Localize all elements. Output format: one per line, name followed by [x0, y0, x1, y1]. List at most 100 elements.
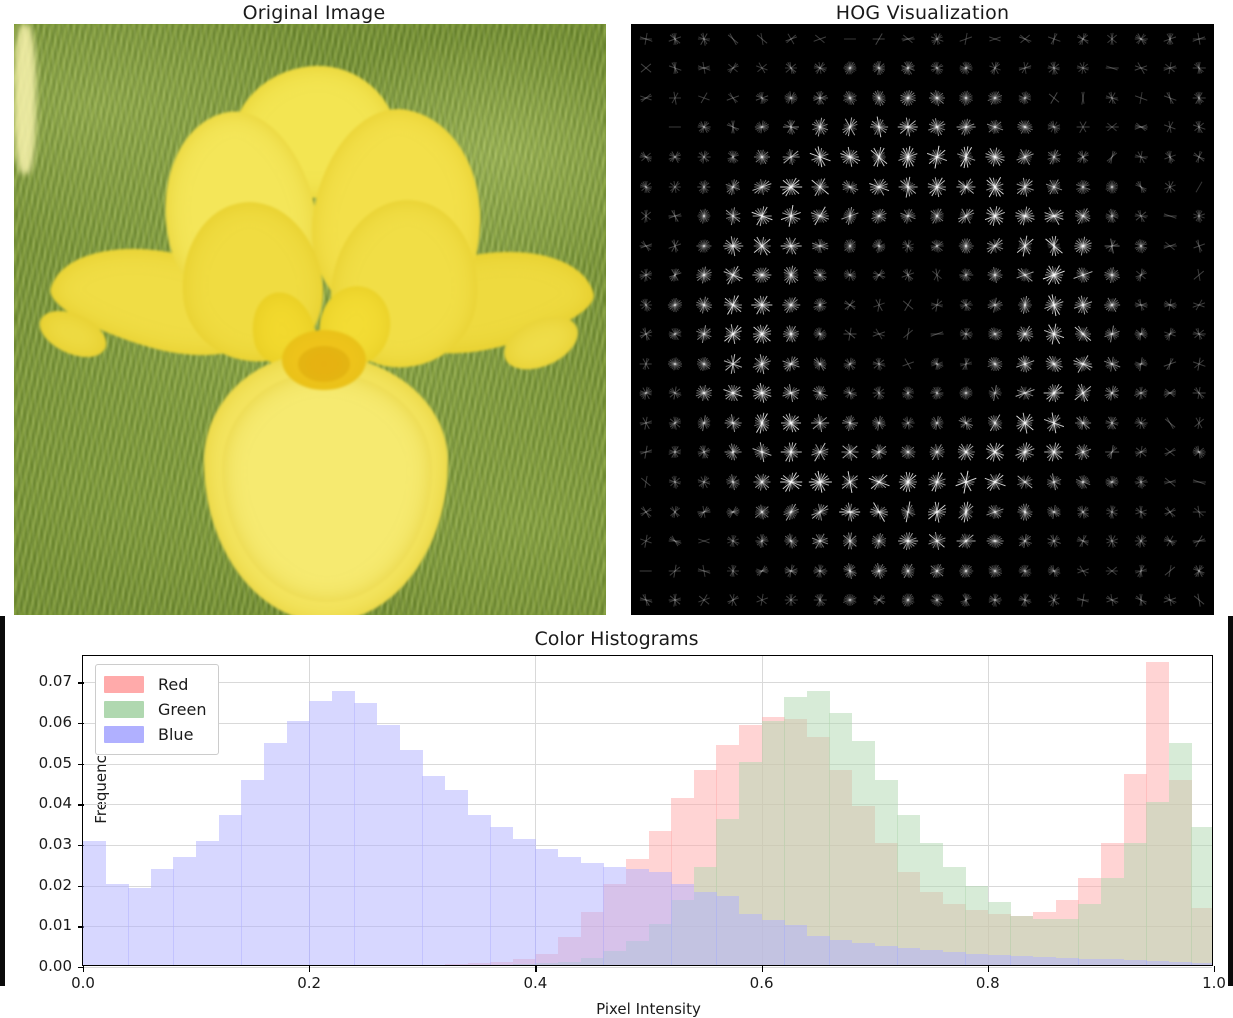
histogram-bar — [1169, 962, 1192, 965]
hog-cell — [981, 556, 1010, 586]
hog-cell — [1097, 290, 1126, 320]
hog-cell — [1010, 201, 1039, 231]
histogram-bar — [173, 857, 196, 965]
hog-cell — [952, 556, 981, 586]
hog-cell — [923, 260, 952, 290]
histogram-bar — [354, 703, 377, 965]
hog-cell — [1097, 526, 1126, 556]
hog-cell — [923, 556, 952, 586]
legend-label-blue: Blue — [158, 725, 193, 744]
original-image-panel — [14, 24, 606, 615]
hog-cell — [1156, 379, 1185, 409]
hog-cell — [777, 438, 806, 468]
hog-cell — [1185, 172, 1214, 202]
hog-cell — [631, 320, 660, 350]
histogram-bar — [807, 936, 830, 965]
hog-cell — [777, 320, 806, 350]
hog-cell — [1010, 320, 1039, 350]
hog-cell — [1039, 113, 1068, 143]
hog-cell — [835, 320, 864, 350]
hog-cell — [631, 83, 660, 113]
hog-cell — [1010, 556, 1039, 586]
hog-cell — [893, 320, 922, 350]
hog-cell — [835, 54, 864, 84]
hog-cell — [631, 379, 660, 409]
hog-cell — [835, 467, 864, 497]
hog-cell — [1127, 142, 1156, 172]
hog-cell — [748, 320, 777, 350]
hog-cell — [660, 438, 689, 468]
hog-cell — [689, 113, 718, 143]
hog-cell — [1185, 113, 1214, 143]
hog-cell — [864, 349, 893, 379]
hog-cell — [952, 379, 981, 409]
histogram-bar — [852, 741, 875, 965]
hog-cell — [1097, 349, 1126, 379]
hog-cell — [748, 142, 777, 172]
hog-cell — [1039, 231, 1068, 261]
histogram-bar — [784, 925, 807, 965]
y-tick-label: 0.04 — [12, 794, 72, 812]
hog-cell — [748, 83, 777, 113]
hog-cell — [1127, 320, 1156, 350]
hog-cell — [631, 438, 660, 468]
hog-cell — [1068, 526, 1097, 556]
hog-cell — [1097, 585, 1126, 615]
hog-cell — [718, 290, 747, 320]
hog-cell — [923, 467, 952, 497]
hog-cell — [806, 231, 835, 261]
iris-flower — [14, 24, 606, 615]
hog-cell — [864, 24, 893, 54]
flower-beard — [298, 346, 350, 382]
histogram-bar — [603, 867, 626, 965]
histogram-bar — [377, 725, 400, 965]
hog-cell — [1127, 467, 1156, 497]
hog-cell — [952, 260, 981, 290]
hog-cell — [689, 231, 718, 261]
histogram-bar — [671, 884, 694, 965]
hog-cell — [1127, 526, 1156, 556]
chart-legend[interactable]: Red Green Blue — [95, 664, 219, 755]
hog-cell — [952, 585, 981, 615]
hog-cell — [952, 467, 981, 497]
hog-cell — [718, 24, 747, 54]
hog-cell — [631, 24, 660, 54]
hog-cell — [1010, 408, 1039, 438]
hog-cell — [1097, 231, 1126, 261]
hog-cell — [952, 290, 981, 320]
hog-cell — [777, 408, 806, 438]
hog-cell — [893, 172, 922, 202]
hog-cell — [893, 438, 922, 468]
hog-cell — [718, 497, 747, 527]
hog-cell — [1010, 290, 1039, 320]
hog-cell — [689, 201, 718, 231]
hog-cell — [1068, 408, 1097, 438]
hog-cell — [1068, 438, 1097, 468]
histogram-bar — [490, 827, 513, 965]
hog-cell — [631, 349, 660, 379]
hog-cell — [806, 172, 835, 202]
hog-cell — [1039, 172, 1068, 202]
hog-cell — [981, 83, 1010, 113]
hog-cell — [981, 320, 1010, 350]
hog-cell — [1068, 497, 1097, 527]
hog-cell — [777, 201, 806, 231]
x-tick-label: 1.0 — [1179, 974, 1233, 992]
hog-cell — [1039, 290, 1068, 320]
hog-cell — [777, 526, 806, 556]
hog-cell — [1127, 556, 1156, 586]
x-axis-label: Pixel Intensity — [83, 1000, 1214, 1018]
hog-cell — [660, 260, 689, 290]
hog-orientation-line — [669, 127, 681, 128]
hog-cell — [1185, 585, 1214, 615]
hog-cell — [1127, 497, 1156, 527]
hog-cell — [748, 379, 777, 409]
hog-cell — [718, 172, 747, 202]
x-tick-label: 0.4 — [500, 974, 570, 992]
hog-cell — [806, 526, 835, 556]
hog-cell — [923, 349, 952, 379]
hog-cell — [1185, 54, 1214, 84]
hog-cell — [1156, 24, 1185, 54]
hog-cell — [1127, 379, 1156, 409]
